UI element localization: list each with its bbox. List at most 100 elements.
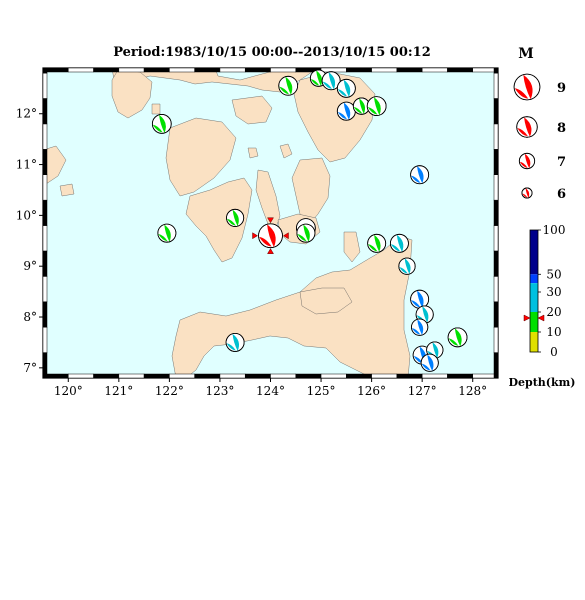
- frame-segment: [396, 67, 423, 73]
- map-frame: [42, 67, 499, 379]
- focal-mechanism-lobe: [367, 107, 378, 115]
- frame-segment: [493, 225, 499, 252]
- depth-band: [530, 332, 538, 352]
- focal-mechanism: [366, 96, 387, 116]
- frame-segment: [42, 250, 48, 277]
- lat-tick-label: 12°: [16, 107, 37, 121]
- focal-mechanism-outline: [447, 327, 468, 348]
- focal-mechanism-lobe: [427, 354, 434, 371]
- legend-ball: [518, 152, 536, 170]
- frame-segment: [421, 373, 448, 379]
- frame-segment: [244, 67, 271, 73]
- frame-segment: [493, 123, 499, 150]
- focal-mechanism: [410, 289, 430, 309]
- focal-mechanism-lobe: [448, 338, 459, 346]
- focal-mechanism-lobe: [343, 79, 351, 97]
- focal-mechanism-lobe: [303, 224, 310, 242]
- focal-mechanism: [410, 165, 430, 185]
- depth-band: [530, 274, 538, 284]
- lon-tick-label: 126°: [357, 384, 386, 398]
- frame-segment: [118, 373, 145, 379]
- seismicity-map: 120° 121° 122° 123° 124° 125° 126° 127° 128° 12°…: [16, 67, 499, 398]
- legend-ball-outline: [521, 187, 533, 199]
- land-islet: [279, 143, 293, 159]
- legend-ball-lobe: [525, 188, 530, 198]
- focal-mechanism-outline: [321, 71, 341, 91]
- focal-mechanism-lobe: [421, 363, 431, 371]
- legend-ball-lobe: [524, 117, 532, 137]
- focal-mechanism-outline: [151, 114, 172, 134]
- depth-tick-label: 100: [543, 223, 566, 237]
- frame-segment: [270, 67, 297, 73]
- depth-marker: [537, 314, 545, 322]
- frame-segment: [118, 67, 145, 73]
- lon-tick-label: 124°: [256, 384, 285, 398]
- focal-mechanism-lobe: [411, 300, 421, 308]
- depth-marker: [523, 314, 531, 322]
- legend-ball-lobe: [514, 88, 529, 99]
- frame-segment: [493, 326, 499, 353]
- frame-segment: [320, 373, 347, 379]
- focal-mechanism-lobe: [422, 306, 429, 323]
- lon-tick-label: 127°: [408, 384, 437, 398]
- focal-mechanism: [389, 233, 409, 253]
- land-negros: [185, 177, 253, 263]
- legend-ball-outline: [516, 116, 538, 138]
- legend-title: M: [518, 46, 534, 62]
- frame-segment: [270, 373, 297, 379]
- frame-segment: [320, 67, 347, 73]
- frame-segment: [493, 67, 499, 74]
- depth-label: Depth(km): [509, 376, 576, 389]
- frame-segment: [219, 67, 246, 73]
- frame-segment: [447, 67, 473, 73]
- focal-mechanism: [151, 114, 172, 134]
- focal-mechanism: [336, 78, 356, 98]
- focal-mechanism-outline: [226, 208, 245, 227]
- legend-ball: [516, 116, 538, 138]
- land-islet: [151, 103, 161, 115]
- legend-label: 6: [557, 187, 566, 202]
- frame-segment: [346, 67, 372, 73]
- focal-mechanism: [411, 318, 429, 336]
- frame-segment: [447, 373, 473, 379]
- focal-mechanism-outline: [278, 75, 299, 96]
- depth-tick-label: 0: [550, 345, 558, 359]
- focal-mechanism: [321, 71, 341, 91]
- depth-band: [530, 283, 538, 312]
- lat-tick-label: 11°: [16, 158, 37, 172]
- focal-mechanism-lobe: [152, 124, 163, 133]
- focal-mechanism: [226, 208, 245, 227]
- depth-tick-label: 20: [546, 305, 561, 319]
- frame-segment: [346, 373, 372, 379]
- focal-mechanism-outline: [420, 353, 439, 372]
- legend-ball: [521, 187, 533, 199]
- focal-mechanism-lobe: [285, 76, 293, 95]
- land-panay: [165, 117, 237, 197]
- focal-mechanism-lobe: [259, 236, 272, 247]
- focal-mechanism-lobe: [158, 234, 168, 242]
- depth-tick-label: 50: [546, 267, 561, 281]
- frame-segment: [371, 373, 398, 379]
- focal-mechanism-outline: [367, 233, 387, 253]
- frame-segment: [42, 123, 48, 150]
- lon-tick-label: 125°: [307, 384, 336, 398]
- depth-tick-label: 30: [546, 285, 561, 299]
- focal-mechanism: [367, 233, 387, 253]
- legend-ball-outline: [513, 73, 541, 101]
- legend-ball-lobe: [523, 74, 533, 100]
- lon-tick-label: 121°: [104, 384, 133, 398]
- focal-mechanism-lobe: [232, 209, 239, 227]
- frame-segment: [68, 67, 94, 73]
- lon-tick-label: 128°: [458, 384, 487, 398]
- focal-mechanism-lobe: [337, 89, 348, 97]
- focal-mechanism-lobe: [373, 97, 381, 116]
- frame-segment: [42, 174, 48, 201]
- frame-segment: [493, 250, 499, 277]
- focal-mechanism: [296, 223, 316, 243]
- frame-segment: [42, 326, 48, 353]
- focal-mechanism-outline: [157, 223, 177, 243]
- focal-mechanism-lobe: [368, 244, 378, 252]
- map-title: Period:1983/10/15 00:00--2013/10/15 00:1…: [113, 45, 431, 60]
- frame-segment: [493, 149, 499, 175]
